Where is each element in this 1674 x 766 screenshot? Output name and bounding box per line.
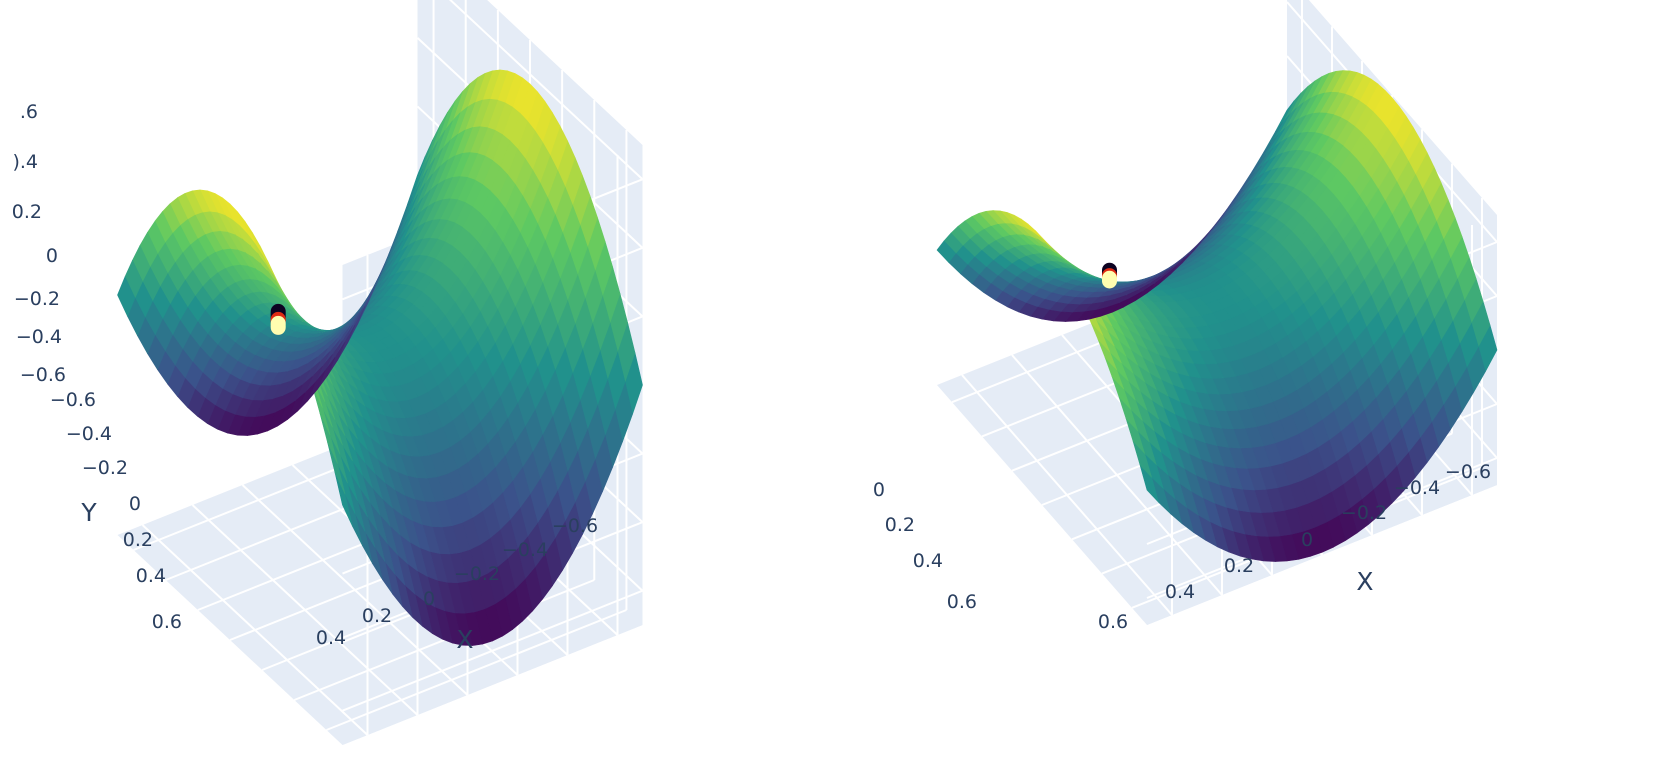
z-tick-label: −0.2 — [14, 288, 60, 310]
y-tick-label: 0.2 — [885, 514, 915, 536]
x-tick-label: 0.2 — [1224, 555, 1254, 577]
x-tick-label: −0.6 — [1445, 461, 1491, 483]
z-tick-label: −0.6 — [20, 364, 66, 386]
z-tick-label: −0.4 — [16, 326, 62, 348]
x-tick-label: 0.6 — [1098, 611, 1128, 633]
z-tick-label: .6 — [20, 101, 38, 123]
x-tick-label: 0 — [423, 588, 435, 610]
y-tick-label: 0.2 — [123, 529, 153, 551]
y-axis-title: Y — [80, 498, 97, 527]
x-tick-label: −0.2 — [1341, 502, 1387, 524]
y-tick-label: −0.4 — [66, 423, 112, 445]
y-axis-ticks: −0.6−0.4−0.200.20.40.6 — [837, 446, 977, 613]
x-axis-ticks: 0.6 0.4 0.2 0 −0.2 −0.4−0.6 — [1098, 461, 1491, 633]
surface-plot-right[interactable]: 0.40.20−0.2−0.4−0.6−0.4−0.200.20.40.60.6… — [837, 0, 1674, 766]
y-tick-label: 0.4 — [913, 550, 943, 572]
y-tick-label: −0.6 — [50, 389, 96, 411]
y-tick-label: 0 — [129, 493, 141, 515]
y-tick-label: −0.2 — [837, 446, 838, 468]
z-axis-ticks: .6 ).4 0.20 −0.2 −0.4 −0.6 — [12, 101, 66, 386]
y-tick-label: 0 — [873, 479, 885, 501]
x-tick-label: 0 — [1301, 529, 1313, 551]
x-tick-label: −0.2 — [454, 563, 500, 585]
z-tick-label: ).4 — [12, 151, 38, 173]
x-tick-label: −0.4 — [1394, 477, 1440, 499]
surface-plot-left[interactable]: .6).40.20−0.2−0.4−0.6−0.6−0.4−0.200.20.4… — [0, 0, 837, 766]
x-tick-label: 0.2 — [362, 605, 392, 627]
x-axis-title: X — [456, 625, 473, 654]
x-tick-label: −0.6 — [552, 515, 598, 537]
y-tick-label: 0.6 — [152, 611, 182, 633]
trajectory-marker[interactable] — [270, 303, 286, 335]
y-tick-label: 0.6 — [947, 591, 977, 613]
x-axis-title: X — [1356, 567, 1373, 596]
z-tick-label: 0.2 — [12, 201, 42, 223]
surface — [936, 70, 1498, 562]
x-axis-ticks: 0.4 0.2 0 −0.2−0.4−0.6 — [316, 515, 598, 649]
y-axis-ticks: −0.6 −0.4 −0.20 0.2 0.4 0.6 — [50, 389, 182, 633]
y-tick-label: 0.4 — [136, 565, 166, 587]
x-tick-label: 0.4 — [316, 627, 346, 649]
x-tick-label: 0.4 — [1165, 581, 1195, 603]
surface — [117, 69, 643, 646]
trajectory-marker[interactable] — [1102, 262, 1117, 289]
y-tick-label: −0.2 — [82, 457, 128, 479]
x-tick-label: −0.4 — [502, 539, 548, 561]
z-tick-label: 0 — [46, 245, 58, 267]
